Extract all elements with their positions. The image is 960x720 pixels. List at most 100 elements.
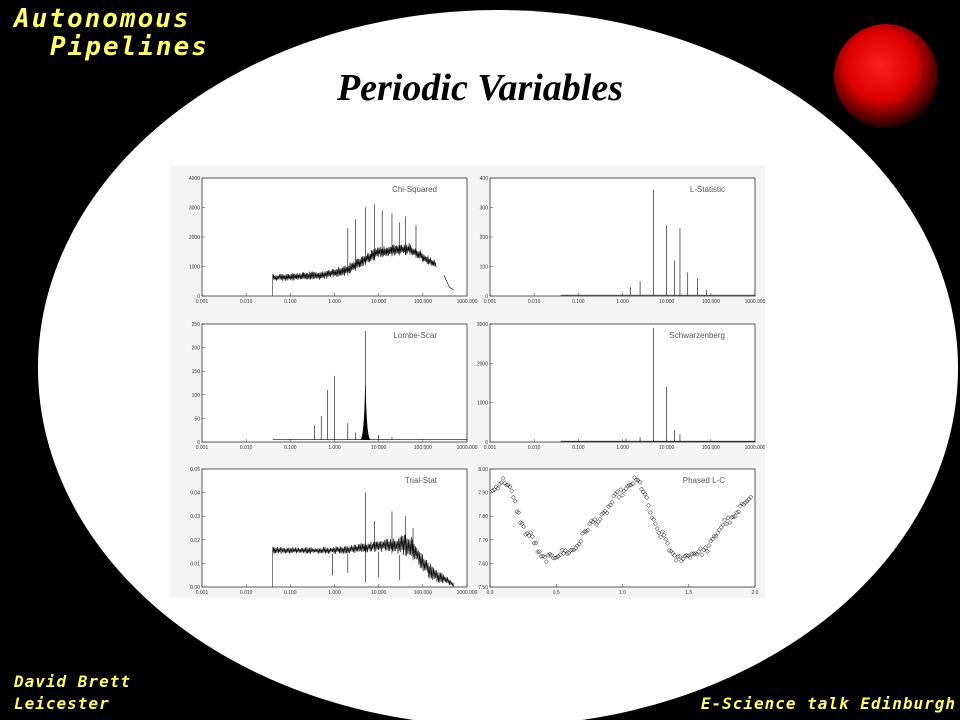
x-tick-label: 10.000 — [659, 299, 675, 305]
data-point — [526, 533, 532, 539]
y-tick-label: 250 — [192, 322, 201, 328]
chart-panel-1: 0.001 0.010 0.100 1.000 10.000 100.000 1000.00… — [189, 176, 478, 305]
x-tick-label: 1000.000 — [457, 445, 478, 451]
data-point — [606, 504, 612, 510]
data-point — [647, 510, 653, 516]
brand-line-1: Autonomous — [14, 4, 191, 34]
data-point — [507, 484, 513, 490]
panel-label: Chi-Squared — [392, 185, 437, 194]
data-point — [684, 552, 690, 558]
data-point — [633, 477, 639, 483]
data-point — [587, 521, 593, 527]
data-point — [741, 501, 747, 507]
data-point — [644, 495, 650, 500]
data-point — [626, 482, 632, 488]
chart-panel-5: 0.001 0.010 0.100 1.000 10.000 100.000 1000.00… — [190, 467, 477, 596]
data-point — [516, 510, 522, 515]
data-point — [651, 516, 657, 522]
author-name: David Brett — [14, 672, 131, 691]
y-tick-label: 0 — [485, 440, 488, 446]
data-point — [652, 521, 658, 527]
y-tick-label: 1000 — [189, 265, 200, 271]
y-tick-label: 50 — [194, 416, 200, 422]
data-point — [746, 496, 752, 502]
data-point — [498, 480, 504, 486]
x-tick-label: 100.000 — [414, 299, 432, 305]
y-tick-label: 4000 — [189, 176, 200, 182]
data-point — [521, 524, 527, 530]
x-tick-label: 10.000 — [371, 299, 387, 305]
data-point — [604, 510, 610, 516]
plot-frame — [489, 177, 756, 297]
y-tick-label: 100 — [192, 393, 201, 399]
data-point — [554, 554, 560, 560]
data-point — [530, 534, 535, 540]
data-point — [545, 552, 551, 558]
x-tick-label: 0.010 — [240, 445, 253, 451]
data-point — [654, 526, 660, 532]
data-point — [562, 548, 568, 553]
x-tick-label: 0.5 — [553, 590, 560, 596]
data-point — [523, 531, 528, 537]
y-tick-label: 0.05 — [190, 467, 200, 473]
data-point — [500, 475, 506, 481]
data-point — [708, 538, 714, 544]
y-tick-label: 150 — [192, 369, 201, 375]
data-point — [519, 521, 525, 526]
plot-frame — [489, 323, 756, 443]
chart-panel-3: 0.001 0.010 0.100 1.000 10.000 100.000 1000.00… — [192, 322, 478, 451]
x-tick-label: 0.010 — [240, 299, 253, 305]
data-point — [512, 498, 518, 504]
y-tick-label: 400 — [480, 176, 489, 182]
data-point — [706, 543, 712, 548]
data-point — [723, 521, 729, 527]
data-point — [592, 517, 598, 523]
y-tick-label: 7.80 — [478, 514, 488, 520]
data-point — [697, 546, 703, 552]
x-tick-label: 100.000 — [702, 299, 720, 305]
x-tick-label: 1.0 — [619, 590, 626, 596]
y-tick-label: 0 — [485, 294, 488, 300]
x-tick-label: 0.001 — [196, 299, 209, 305]
data-point — [613, 491, 619, 497]
x-tick-label: 0.100 — [572, 445, 585, 451]
data-point — [576, 541, 582, 547]
data-point — [510, 494, 516, 500]
data-point — [646, 502, 651, 508]
x-tick-label: 0.001 — [484, 445, 497, 451]
data-point — [490, 488, 496, 493]
data-point — [538, 553, 544, 559]
data-point — [696, 549, 702, 555]
x-tick-label: 1.000 — [328, 299, 341, 305]
data-point — [639, 486, 644, 492]
y-tick-label: 2000 — [189, 235, 200, 241]
data-point — [542, 554, 548, 560]
data-point — [597, 516, 603, 522]
y-tick-label: 0.02 — [190, 538, 200, 544]
data-point — [580, 530, 586, 536]
data-point — [575, 543, 580, 549]
data-point — [732, 514, 738, 520]
data-point — [599, 511, 605, 517]
x-tick-label: 100.000 — [702, 445, 720, 451]
y-tick-label: 200 — [480, 235, 489, 241]
y-tick-label: 0 — [197, 294, 200, 300]
data-point — [581, 529, 587, 535]
data-point — [663, 536, 669, 542]
data-point — [692, 551, 698, 557]
x-tick-label: 10.000 — [371, 445, 387, 451]
data-point — [535, 549, 541, 555]
data-point — [642, 491, 648, 497]
plot-frame — [489, 468, 756, 588]
chart-panel-6: 0.0 0.5 1.0 1.5 2.0 7.50 7.60 7.70 7.80 7.90 8.00 P… — [478, 467, 758, 596]
data-point — [699, 552, 705, 558]
data-point — [727, 520, 733, 526]
panel-label: Trial-Stat — [405, 476, 438, 485]
x-tick-label: 1000.000 — [457, 299, 478, 305]
periodogram-figure: 0.001 0.010 0.100 1.000 10.000 100.000 1000.00… — [170, 166, 765, 598]
panel-label: L-Statistic — [690, 185, 725, 194]
x-tick-label: 1.000 — [328, 445, 341, 451]
data-point — [543, 559, 549, 565]
data-point — [620, 492, 625, 498]
x-tick-label: 10.000 — [659, 445, 675, 451]
